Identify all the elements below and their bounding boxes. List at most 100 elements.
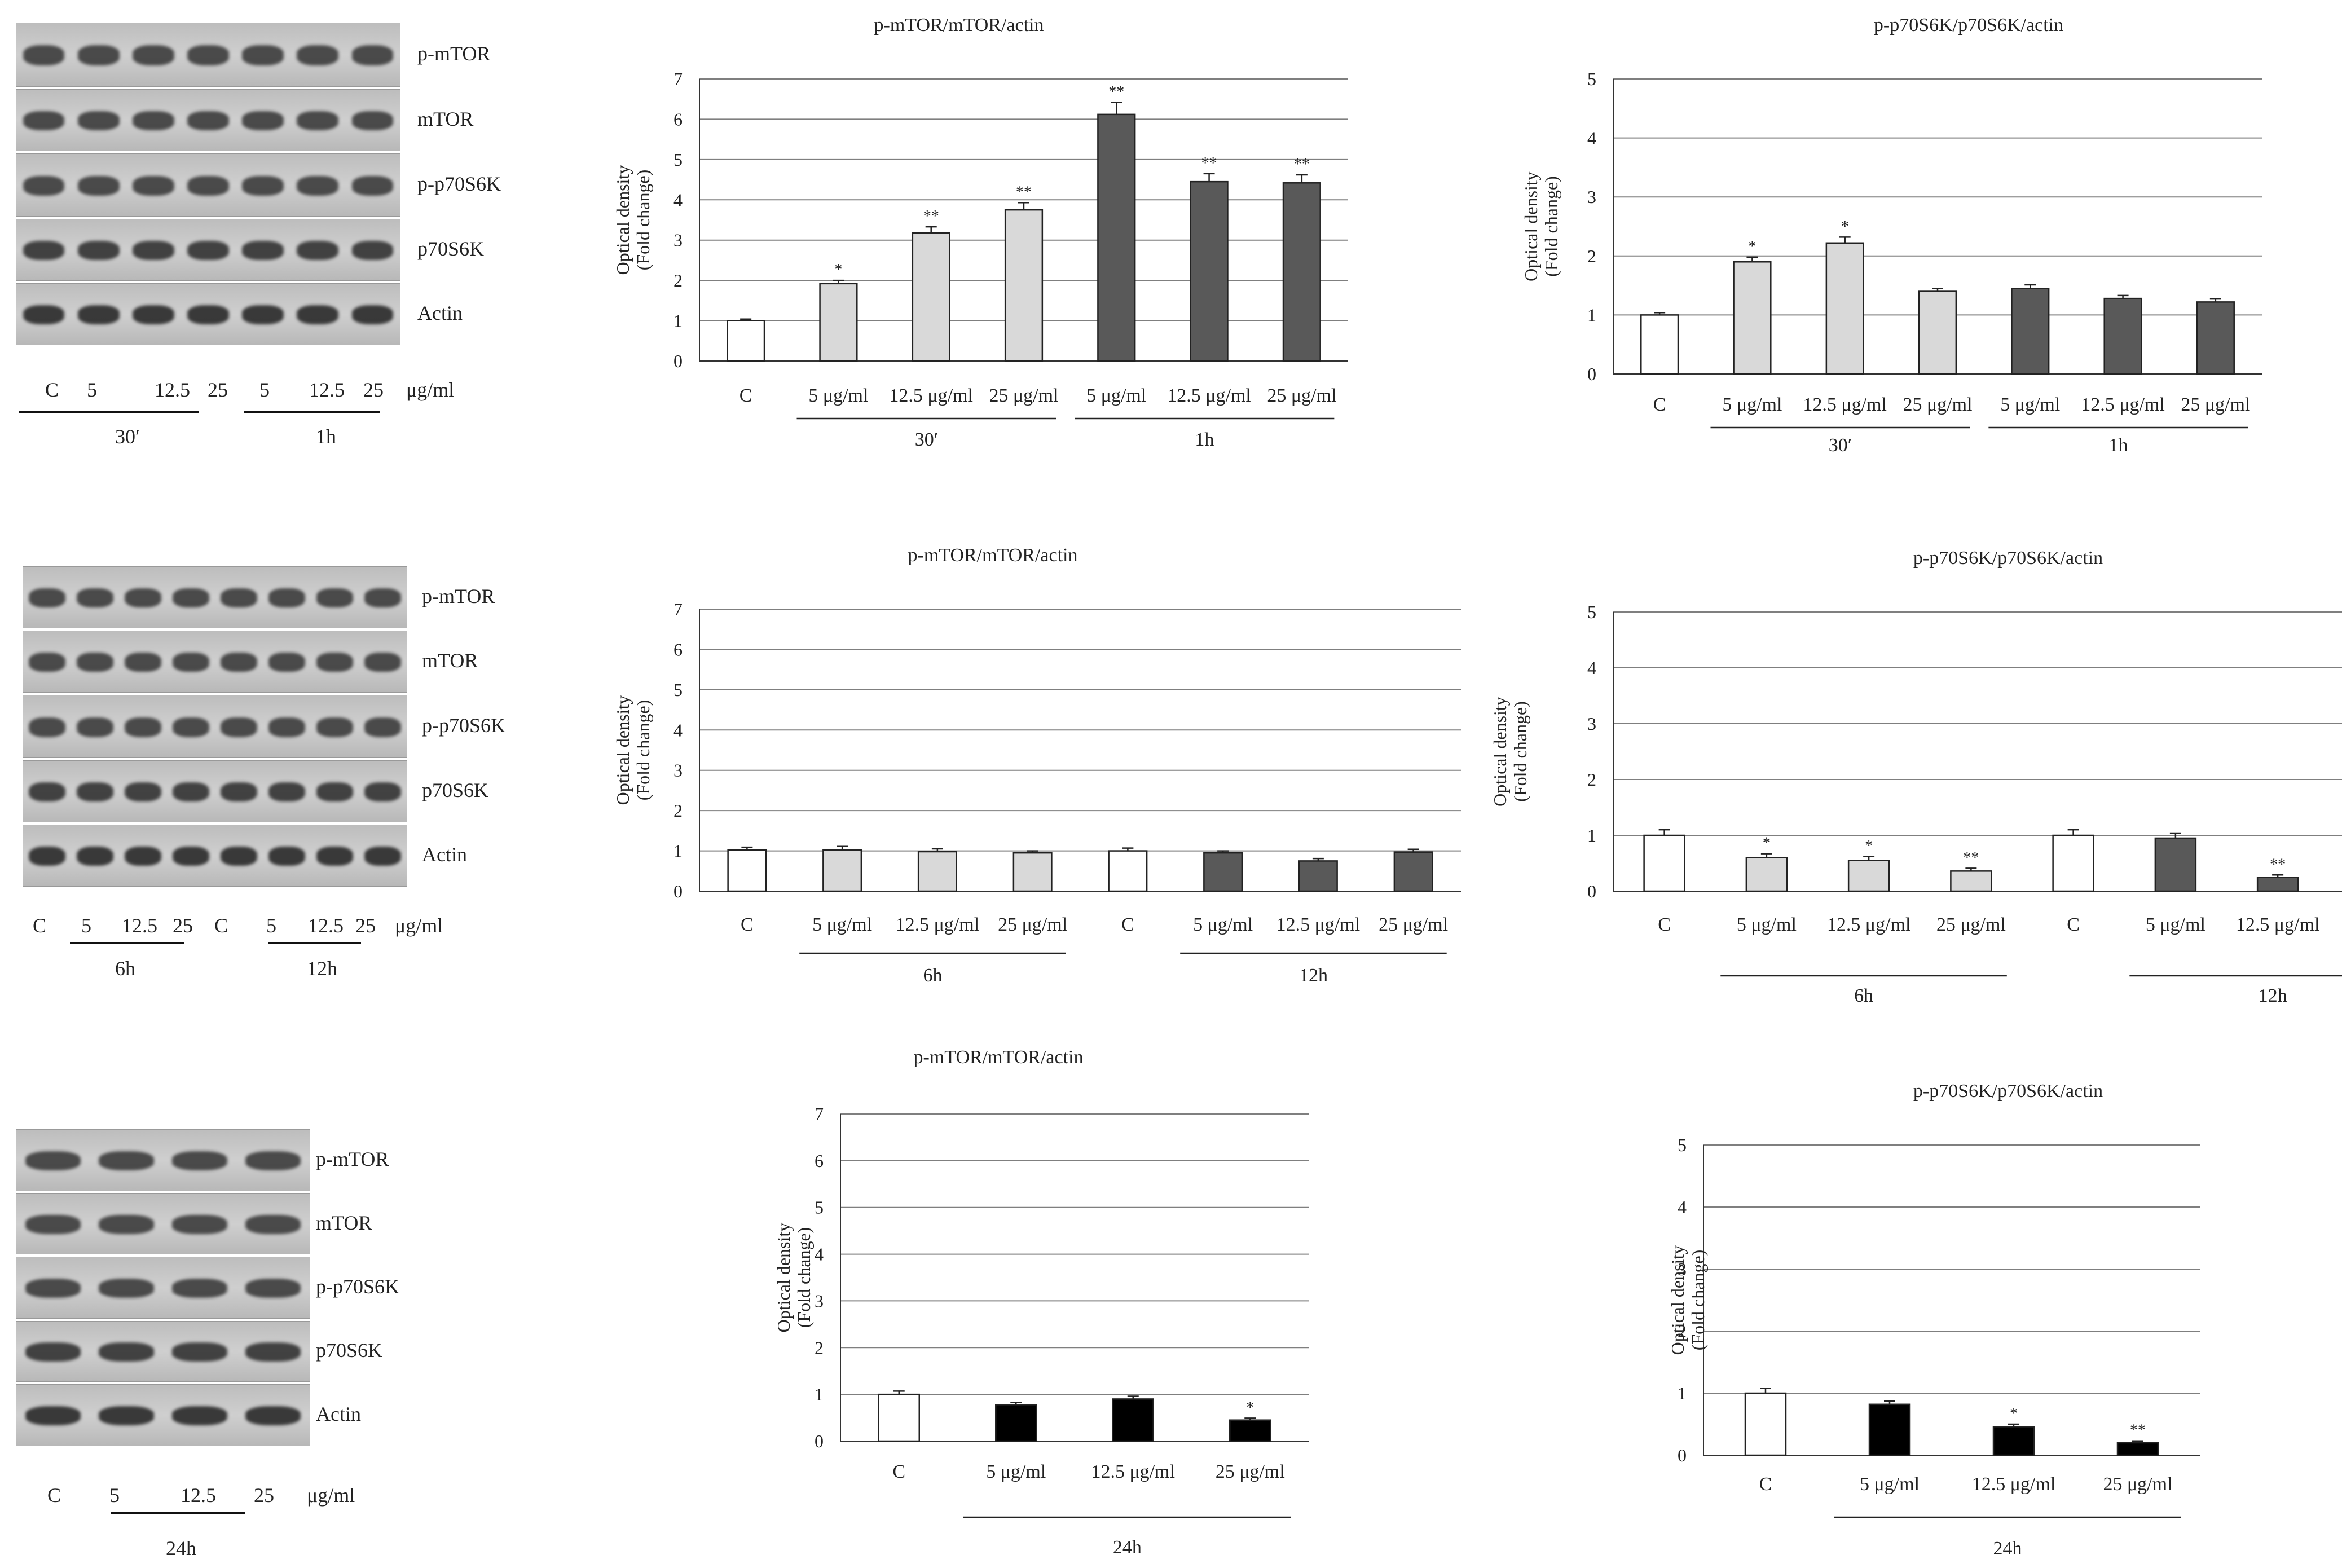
significance-marker: * bbox=[1841, 218, 1849, 235]
category-label: C bbox=[739, 385, 752, 406]
blot-band bbox=[23, 240, 65, 261]
bar-chart: 0 1 2 3 4 5 6 7 p-mTOR/mTOR/actin Optical density… bbox=[613, 15, 1348, 450]
category-label: C bbox=[1653, 394, 1666, 415]
y-axis-label: Optical density bbox=[773, 1223, 794, 1333]
bar bbox=[1012, 852, 1053, 892]
blot-band-label: p-p70S6K bbox=[422, 714, 506, 737]
y-tick-label: 0 bbox=[1587, 881, 1596, 901]
y-tick-label: 2 bbox=[673, 800, 683, 821]
y-tick-label: 2 bbox=[673, 270, 683, 290]
group-label: 1h bbox=[2108, 435, 2128, 456]
chart-title: p-mTOR/mTOR/actin bbox=[874, 15, 1044, 36]
blot-group-label: 12h bbox=[307, 957, 337, 980]
blot-band bbox=[132, 111, 174, 131]
blot-strip-mtor bbox=[16, 1193, 310, 1254]
y-tick-label: 3 bbox=[673, 760, 683, 781]
significance-marker: * bbox=[1748, 238, 1756, 256]
bar bbox=[1868, 1403, 1911, 1456]
blot-strip-p-p70s6k bbox=[16, 1257, 310, 1319]
bar-chart: 0 1 2 3 4 5 6 7 p-mTOR/mTOR/actin Optical density… bbox=[773, 1047, 1309, 1558]
significance-marker: ** bbox=[1294, 156, 1310, 173]
category-label: 25 μg/ml bbox=[1379, 914, 1448, 935]
blot-lane-label: 5 bbox=[259, 378, 270, 401]
y-axis-label: (Fold change) bbox=[1688, 1250, 1708, 1351]
blot-band bbox=[242, 240, 284, 261]
blot-band bbox=[125, 717, 161, 737]
y-tick-label: 3 bbox=[673, 230, 683, 250]
blot-band bbox=[29, 588, 65, 608]
blot-group-label: 6h bbox=[115, 957, 135, 980]
bar bbox=[1393, 851, 1433, 892]
category-label: 12.5 μg/ml bbox=[2081, 394, 2165, 415]
group-label: 30′ bbox=[915, 429, 938, 450]
blot-band bbox=[29, 782, 65, 802]
blot-band bbox=[316, 717, 353, 737]
category-label: 5 μg/ml bbox=[1086, 385, 1146, 406]
group-label: 12h bbox=[2259, 985, 2287, 1006]
blot-band bbox=[221, 652, 257, 672]
blot-band bbox=[364, 782, 401, 802]
bar bbox=[2116, 1442, 2159, 1456]
y-tick-label: 7 bbox=[673, 69, 683, 89]
significance-marker: ** bbox=[1201, 155, 1217, 172]
category-label: C bbox=[1121, 914, 1134, 935]
y-axis-label: (Fold change) bbox=[633, 170, 653, 271]
blot-band-label: Actin bbox=[316, 1403, 361, 1425]
blot-unit-label: μg/ml bbox=[307, 1484, 355, 1507]
blot-band bbox=[364, 588, 401, 608]
blot-band-label: p-p70S6K bbox=[417, 173, 501, 195]
y-tick-label: 1 bbox=[673, 311, 683, 331]
bar-chart: 0 1 2 3 4 5 p-p70S6K/p70S6K/actin Optical densi… bbox=[1521, 15, 2262, 456]
bar bbox=[727, 320, 765, 362]
y-tick-label: 2 bbox=[1587, 246, 1596, 266]
blot-group-line bbox=[111, 1512, 245, 1514]
blot-lane-label: 12.5 bbox=[122, 914, 157, 937]
blot-lane-label: 25 bbox=[254, 1484, 274, 1507]
blot-band bbox=[268, 846, 305, 866]
blot-band bbox=[242, 305, 284, 325]
category-label: 12.5 μg/ml bbox=[1803, 394, 1887, 415]
bar bbox=[1744, 1392, 1787, 1456]
blot-band bbox=[221, 846, 257, 866]
blot-lane-label: 25 bbox=[173, 914, 193, 937]
category-label: 5 μg/ml bbox=[808, 385, 868, 406]
group-label: 1h bbox=[1195, 429, 1214, 450]
blot-band bbox=[171, 1278, 228, 1298]
y-tick-label: 6 bbox=[673, 109, 683, 129]
blot-band bbox=[316, 846, 353, 866]
blot-band-label: p70S6K bbox=[417, 237, 485, 260]
significance-marker: * bbox=[1246, 1399, 1254, 1416]
blot-band-label: Actin bbox=[422, 843, 467, 866]
blot-band bbox=[351, 305, 394, 325]
y-tick-label: 6 bbox=[673, 639, 683, 659]
y-tick-label: 2 bbox=[1587, 769, 1596, 790]
blot-band bbox=[77, 111, 120, 131]
bar bbox=[2196, 301, 2235, 375]
bar bbox=[2256, 877, 2299, 892]
blot-band bbox=[77, 782, 113, 802]
category-label: 5 μg/ml bbox=[2000, 394, 2060, 415]
blot-lane-label: 5 bbox=[81, 914, 91, 937]
blot-band bbox=[316, 782, 353, 802]
category-label: 5 μg/ml bbox=[1722, 394, 1782, 415]
blot-band bbox=[221, 717, 257, 737]
bar-chart: 0 1 2 3 4 5 p-p70S6K/p70S6K/actin Optical densi… bbox=[1490, 548, 2342, 1006]
significance-marker: ** bbox=[1108, 83, 1124, 100]
blot-lane-label: 12.5 bbox=[308, 914, 344, 937]
y-tick-label: 4 bbox=[673, 720, 683, 740]
bar-chart: 0 1 2 3 4 5 6 7 p-mTOR/mTOR/actin Optical density… bbox=[613, 545, 1461, 986]
y-tick-label: 5 bbox=[1678, 1135, 1687, 1155]
y-axis-label: (Fold change) bbox=[1510, 701, 1530, 802]
blot-band bbox=[23, 111, 65, 131]
blot-band bbox=[187, 305, 229, 325]
group-label: 30′ bbox=[1829, 435, 1852, 456]
blot-band-label: p70S6K bbox=[422, 779, 489, 801]
bar bbox=[822, 849, 862, 892]
bar bbox=[1004, 209, 1044, 362]
blot-band bbox=[171, 1151, 228, 1171]
category-label: C bbox=[1658, 914, 1671, 935]
bar bbox=[1992, 1426, 2035, 1456]
y-tick-label: 0 bbox=[673, 351, 683, 371]
category-label: 12.5 μg/ml bbox=[1091, 1461, 1175, 1482]
category-label: 5 μg/ml bbox=[1737, 914, 1797, 935]
